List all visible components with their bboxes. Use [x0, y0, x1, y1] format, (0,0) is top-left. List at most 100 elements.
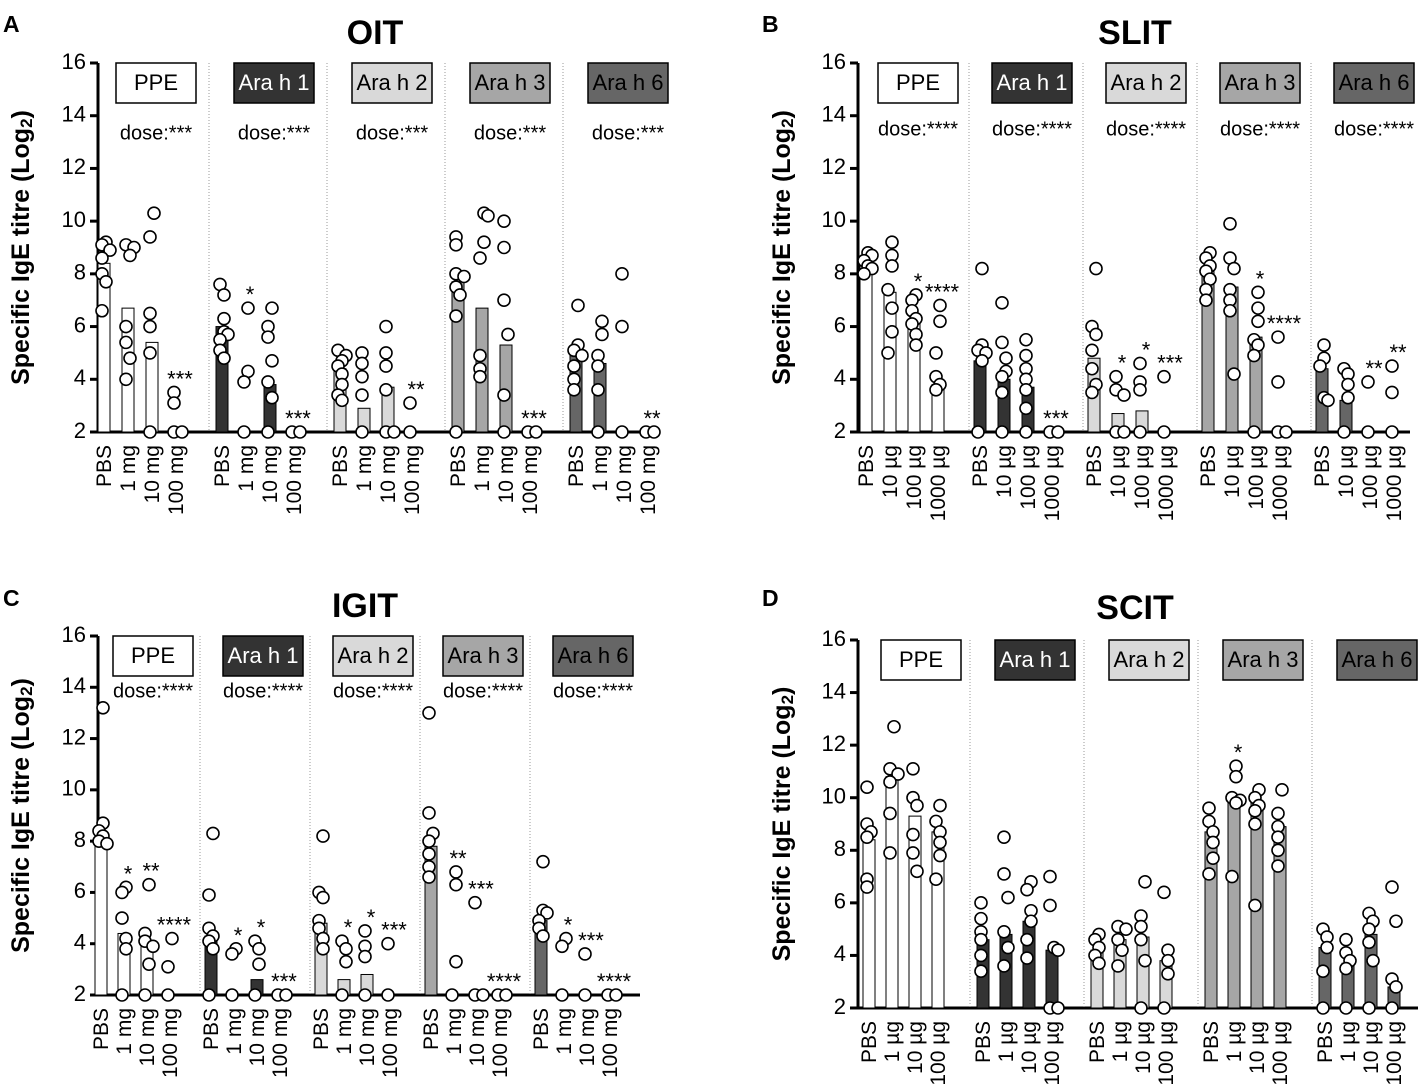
data-point [1385, 1001, 1399, 1015]
y-tick-label: 14 [62, 673, 86, 698]
data-point [529, 425, 543, 439]
data-point [358, 988, 372, 1002]
data-point [933, 835, 947, 850]
x-category-label: PBS [329, 445, 352, 487]
x-category-label: 10 µg [904, 1021, 927, 1074]
data-point [143, 425, 157, 439]
group-label: PPE [899, 647, 943, 672]
x-category-label: 1 mg [113, 1008, 136, 1055]
x-category-label: 100 mg [159, 1008, 182, 1078]
x-category-label: 100 µg [1017, 445, 1040, 510]
data-point [1339, 961, 1353, 976]
data-point [1361, 375, 1375, 389]
x-category-label: 10 µg [1335, 445, 1358, 498]
data-point [1199, 293, 1213, 308]
data-point [974, 964, 988, 979]
y-axis-label: Specific IgE titre (Log2) [768, 110, 798, 385]
bar [593, 362, 607, 433]
y-tick-label: 8 [74, 260, 86, 285]
data-point [536, 854, 550, 869]
data-point [885, 259, 899, 273]
data-point [595, 314, 609, 329]
data-point [1247, 348, 1261, 363]
data-point [591, 383, 605, 397]
data-point [540, 906, 554, 920]
data-point [217, 288, 231, 302]
data-point [567, 359, 581, 373]
bar [1045, 949, 1059, 1009]
group-label-box [994, 639, 1076, 681]
data-point [933, 314, 947, 329]
group-ara-h-2: Ara h 2 PBS 1 µg 10 µg 100 µg [1083, 639, 1190, 1086]
data-point [202, 988, 216, 1002]
data-point [974, 896, 988, 910]
x-category-label: 100 mg [165, 445, 188, 515]
data-point [1019, 332, 1033, 347]
data-point [252, 957, 266, 972]
data-point [1229, 769, 1243, 784]
significance-label: * [124, 861, 133, 886]
x-category-label: 10 µg [1107, 445, 1130, 498]
data-point [335, 988, 349, 1002]
data-point [248, 988, 262, 1002]
group-label: Ara h 1 [239, 70, 310, 95]
data-point [1321, 393, 1335, 408]
data-point [591, 425, 605, 439]
y-tick-label: 10 [62, 207, 86, 232]
data-point [1020, 882, 1034, 897]
significance-label: *** [167, 366, 193, 391]
data-point [355, 356, 369, 371]
significance-label: * [914, 269, 923, 294]
dose-stat: dose:**** [553, 680, 633, 702]
panel-letter: A [3, 11, 20, 37]
panel-d: D SCIT Specific IgE titre (Log2) 2 4 6 8 10 12 14… [762, 585, 1418, 1086]
data-point [119, 335, 133, 350]
data-point [476, 988, 490, 1002]
data-point [1157, 1001, 1171, 1015]
data-point [265, 354, 279, 368]
group-label-box [112, 635, 194, 677]
data-point [473, 251, 487, 265]
data-point [473, 369, 487, 384]
data-point [1339, 1001, 1353, 1015]
group-label-box [351, 62, 433, 104]
data-point [1085, 343, 1099, 358]
group-ppe: PPE PBS 1 µg 10 µg 100 µg [858, 639, 962, 1086]
y-tick-label: 10 [822, 207, 846, 232]
dose-stat: dose:**** [443, 680, 523, 702]
data-point [497, 214, 511, 228]
data-point [571, 298, 585, 313]
data-point [1251, 301, 1265, 315]
dose-stat: dose:**** [992, 118, 1072, 140]
data-point [453, 288, 467, 302]
data-point [1385, 359, 1399, 373]
data-point [929, 383, 943, 397]
x-category-label: 1000 µg [1155, 445, 1178, 521]
y-tick-label: 6 [74, 878, 86, 903]
data-point [906, 827, 920, 842]
data-point [885, 301, 899, 315]
data-point [379, 383, 393, 397]
data-point [997, 867, 1011, 881]
data-point [1251, 314, 1265, 329]
group-label-box [1333, 62, 1415, 104]
data-point [1337, 425, 1351, 439]
x-category-label: 10 mg [495, 445, 518, 503]
data-point [422, 847, 436, 861]
x-category-label: 10 mg [377, 445, 400, 503]
data-point [1024, 914, 1038, 929]
data-point [1138, 953, 1152, 968]
data-point [615, 425, 629, 439]
x-category-label: 1 µg [1337, 1021, 1360, 1062]
x-category-label: 10 µg [1360, 1021, 1383, 1074]
data-point [449, 309, 463, 323]
dose-stat: dose:**** [1220, 118, 1300, 140]
data-point [1271, 843, 1285, 858]
data-point [237, 425, 251, 439]
data-point [1206, 851, 1220, 865]
data-point [887, 719, 901, 734]
data-point [241, 301, 255, 315]
data-point [1275, 783, 1289, 797]
y-tick-label: 6 [74, 312, 86, 337]
data-point [123, 351, 137, 366]
